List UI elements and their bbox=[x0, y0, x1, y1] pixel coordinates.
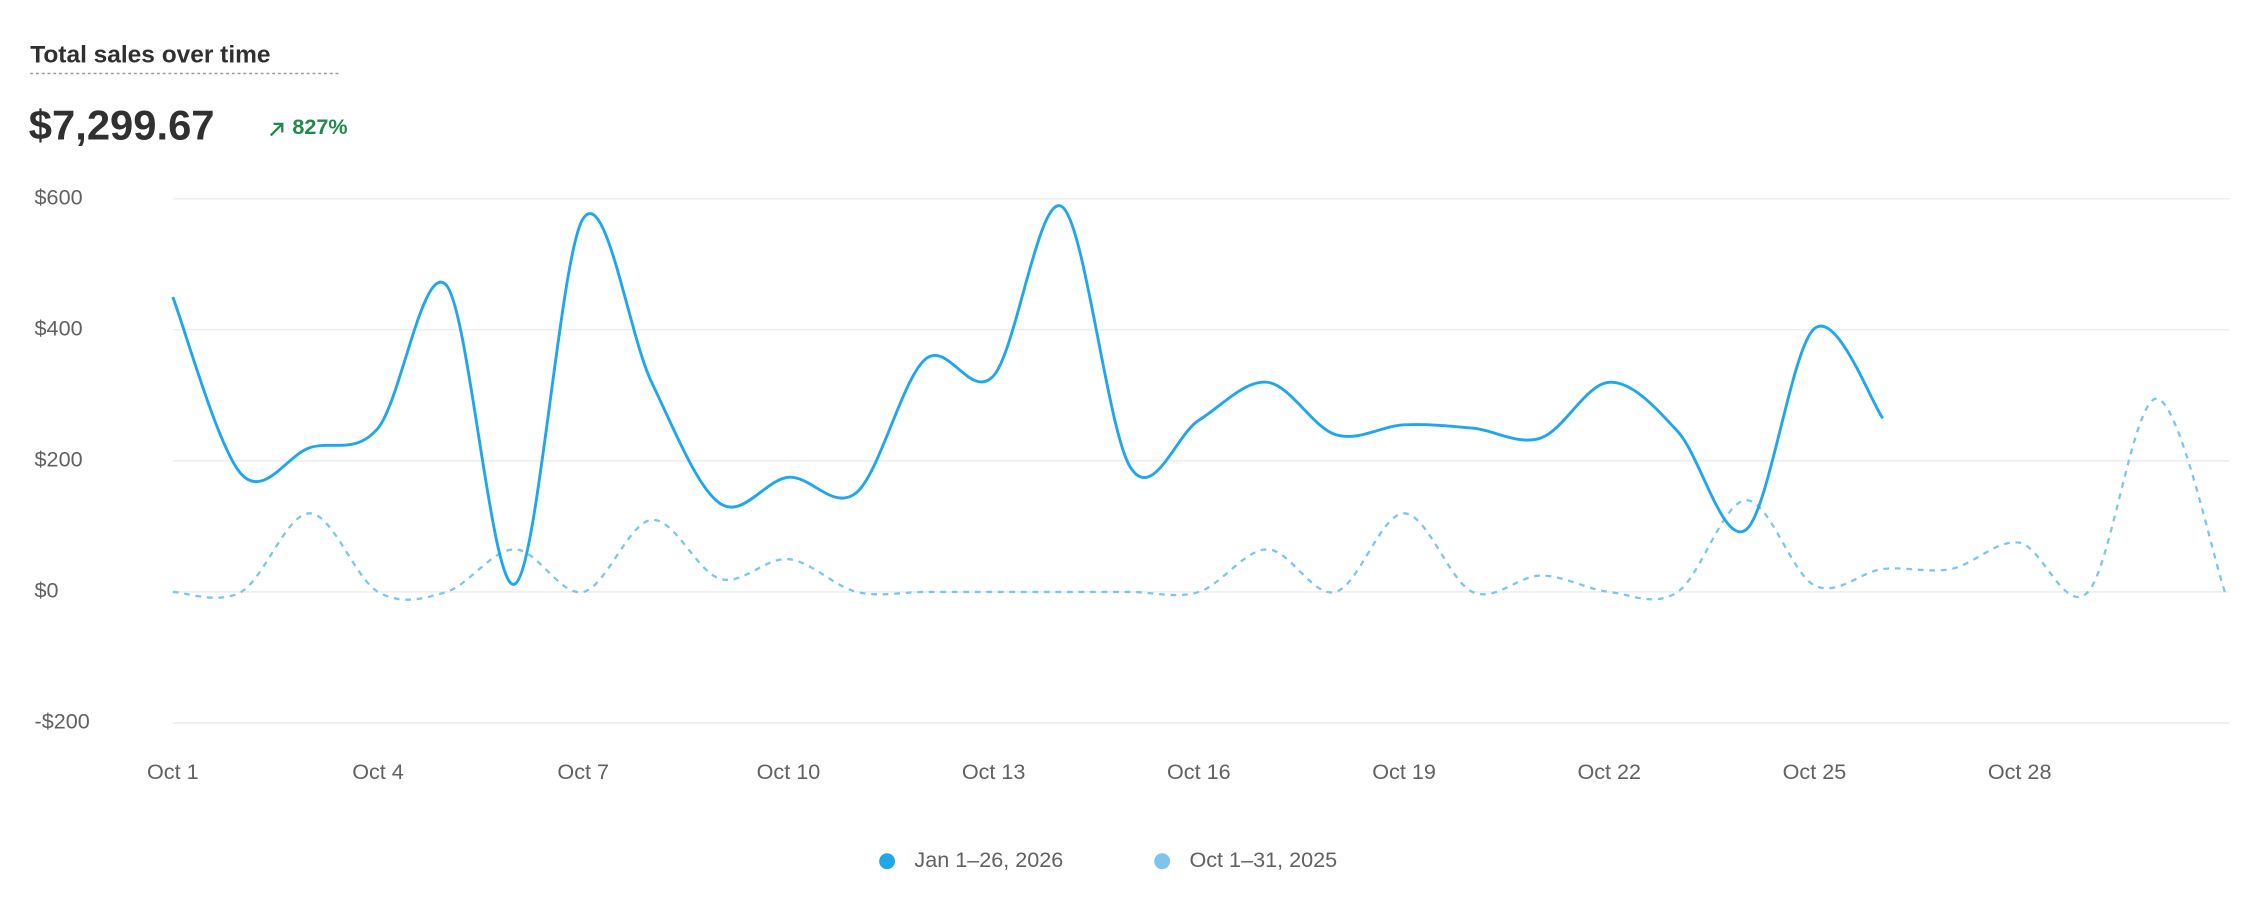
legend-dot bbox=[879, 853, 895, 870]
x-tick-label: Oct 13 bbox=[962, 759, 1026, 784]
y-tick-label: $200 bbox=[35, 447, 83, 472]
x-tick-label: Oct 10 bbox=[757, 759, 821, 784]
up-arrow bbox=[269, 122, 284, 137]
y-tick-label: $0 bbox=[35, 578, 59, 603]
legend-dot bbox=[1154, 853, 1171, 870]
x-tick-label: Oct 28 bbox=[1988, 759, 2052, 784]
x-tick-label: Oct 16 bbox=[1167, 759, 1231, 784]
x-tick-label: Oct 25 bbox=[1783, 759, 1847, 784]
change-value: 827% bbox=[292, 114, 347, 139]
chart-title: Total sales over time bbox=[30, 42, 270, 69]
legend-label[interactable]: Oct 1–31, 2025 bbox=[1189, 847, 1337, 872]
series-line bbox=[172, 397, 2226, 601]
x-tick-label: Oct 7 bbox=[557, 759, 609, 784]
series-line bbox=[171, 204, 1885, 586]
y-tick-label: -$200 bbox=[35, 709, 90, 734]
x-tick-label: Oct 19 bbox=[1372, 759, 1436, 784]
legend-label[interactable]: Jan 1–26, 2026 bbox=[914, 847, 1063, 872]
total-value: $7,299.67 bbox=[29, 101, 215, 148]
y-tick-label: $600 bbox=[35, 184, 83, 209]
y-tick-label: $400 bbox=[35, 316, 83, 341]
x-tick-label: Oct 22 bbox=[1577, 759, 1641, 784]
x-tick-label: Oct 1 bbox=[147, 759, 199, 784]
x-tick-label: Oct 4 bbox=[352, 759, 404, 784]
